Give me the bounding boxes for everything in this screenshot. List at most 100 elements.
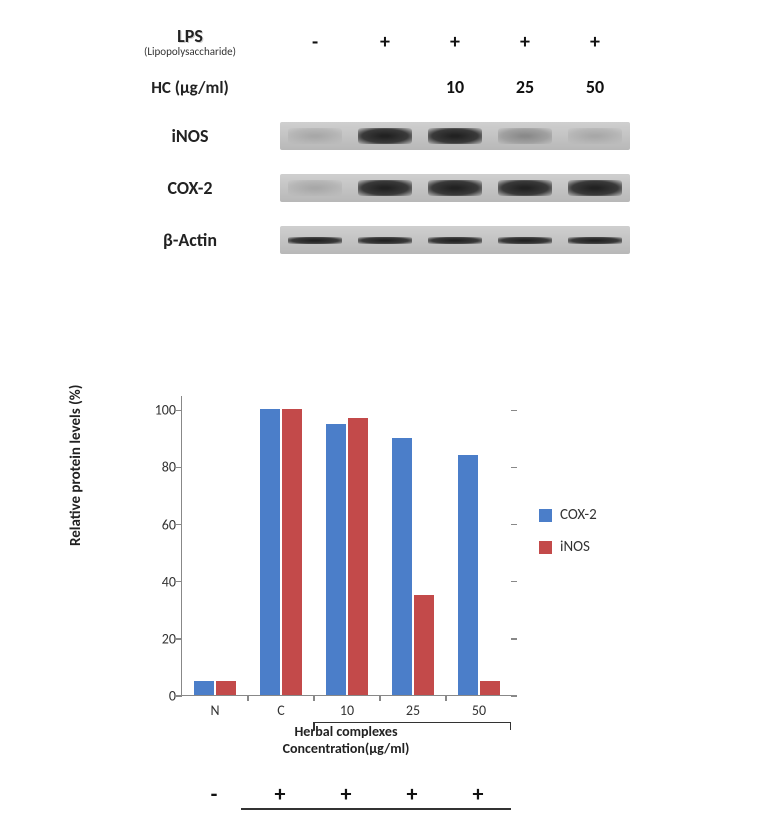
blot-band (288, 128, 341, 144)
bar-chart: Relative protein levels (%) 020406080100… (85, 396, 675, 816)
blot-band (498, 128, 551, 144)
legend-label: COX-2 (560, 506, 597, 524)
x-tick-label: 25 (406, 702, 420, 719)
bar (282, 409, 302, 695)
y-tick-label: 100 (140, 402, 176, 419)
x-tick-label: 10 (340, 702, 354, 719)
lps-sign: + (490, 30, 560, 54)
hc-val (350, 76, 420, 98)
blot-band (568, 128, 621, 144)
bottom-sign: + (313, 780, 379, 807)
blot-row: COX-2 (100, 174, 630, 202)
hc-bracket (313, 722, 511, 732)
bottom-lps-signs: -++++ (181, 780, 511, 807)
blot-label: β-Actin (100, 229, 280, 251)
legend-label: iNOS (560, 538, 590, 556)
hc-val: 10 (420, 76, 490, 98)
x-tick-mark (379, 695, 381, 701)
y-tick-mark (176, 695, 182, 697)
bar (480, 681, 500, 695)
legend-swatch (539, 541, 552, 554)
bottom-sign: + (445, 780, 511, 807)
lps-sign: + (420, 30, 490, 54)
legend-item: COX-2 (539, 506, 597, 524)
y-tick-label: 0 (140, 688, 176, 705)
blot-band (288, 237, 341, 244)
blot-strip (280, 122, 630, 150)
y-tick-mark (176, 581, 182, 583)
conditions-panel: LPS (Lipopolysaccharide) - + + + + HC (µ… (100, 25, 630, 254)
blot-row: β-Actin (100, 226, 630, 254)
hc-val: 25 (490, 76, 560, 98)
y-tick-label: 80 (140, 459, 176, 476)
lps-main: LPS (177, 25, 203, 47)
bottom-sign: + (379, 780, 445, 807)
blots-region: iNOS COX-2 β-Actin (100, 122, 630, 254)
legend: COX-2 iNOS (539, 506, 597, 570)
bar (458, 455, 478, 695)
bar (194, 681, 214, 695)
bottom-sign: + (247, 780, 313, 807)
y-tick-mark (176, 638, 182, 640)
blot-band (428, 128, 481, 144)
bar (216, 681, 236, 695)
plot-area: 020406080100NC102550 (181, 396, 511, 696)
hc-val (280, 76, 350, 98)
x-axis-title-line2: Concentration(µg/ml) (283, 740, 410, 757)
y-tick-mark-right (511, 695, 517, 697)
bottom-sign: - (181, 780, 247, 807)
blot-band (288, 180, 341, 196)
hc-val: 50 (560, 76, 630, 98)
blot-band (498, 180, 551, 196)
lps-sign: - (280, 30, 350, 54)
lps-sub: (Lipopolysaccharide) (100, 45, 280, 58)
legend-swatch (539, 509, 552, 522)
bar (260, 409, 280, 695)
bar (326, 424, 346, 695)
lps-sign: + (350, 30, 420, 54)
x-tick-label: 50 (472, 702, 486, 719)
y-axis-label: Relative protein levels (%) (67, 385, 85, 546)
y-tick-mark-right (511, 467, 517, 469)
x-tick-mark (313, 695, 315, 701)
y-tick-label: 20 (140, 630, 176, 647)
legend-item: iNOS (539, 538, 597, 556)
y-tick-mark-right (511, 410, 517, 412)
blot-band (568, 237, 621, 244)
blot-band (358, 180, 411, 196)
bar (392, 438, 412, 695)
x-tick-label: C (277, 702, 284, 719)
y-tick-label: 40 (140, 573, 176, 590)
lps-row: LPS (Lipopolysaccharide) - + + + + (100, 25, 630, 58)
blot-band (568, 180, 621, 196)
lps-signs: - + + + + (280, 30, 630, 54)
blot-band (428, 180, 481, 196)
bar (348, 418, 368, 695)
y-tick-mark (176, 524, 182, 526)
blot-band (358, 237, 411, 244)
bar (414, 595, 434, 695)
y-tick-mark-right (511, 638, 517, 640)
blot-strip (280, 226, 630, 254)
y-tick-mark-right (511, 524, 517, 526)
lps-bracket-line (241, 808, 511, 810)
hc-label: HC (µg/ml) (100, 77, 280, 98)
blot-band (358, 128, 411, 144)
blot-label: COX-2 (100, 177, 280, 199)
x-tick-mark (247, 695, 249, 701)
y-tick-label: 60 (140, 516, 176, 533)
lps-label: LPS (Lipopolysaccharide) (100, 25, 280, 58)
y-tick-mark-right (511, 581, 517, 583)
blot-row: iNOS (100, 122, 630, 150)
lps-sign: + (560, 30, 630, 54)
blot-strip (280, 174, 630, 202)
blot-band (428, 237, 481, 244)
blot-label: iNOS (100, 125, 280, 147)
hc-row: HC (µg/ml) 10 25 50 (100, 76, 630, 98)
hc-values: 10 25 50 (280, 76, 630, 98)
blot-band (498, 237, 551, 244)
x-tick-mark (445, 695, 447, 701)
y-tick-mark (176, 410, 182, 412)
x-tick-label: N (210, 702, 219, 719)
y-tick-mark (176, 467, 182, 469)
